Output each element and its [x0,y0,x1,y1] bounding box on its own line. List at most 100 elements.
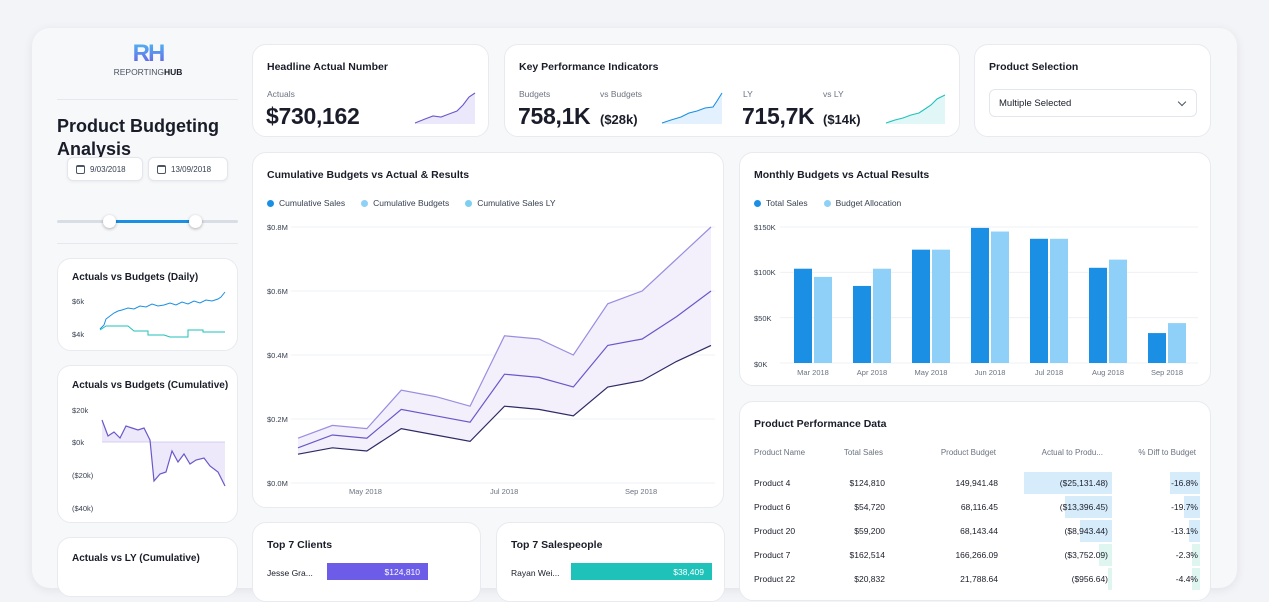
diff-bar [1098,544,1112,566]
mini-card-ly: Actuals vs LY (Cumulative) [57,537,238,597]
total-sales-bar[interactable] [794,268,812,363]
product-budget: 166,266.09 [955,550,998,560]
total-sales-bar[interactable] [912,249,930,363]
monthly-bar-chart: Mar 2018 Apr 2018 May 2018 Jun 2018 Jul 2018… [780,226,1198,377]
x-tick-label: Jul 2018 [1035,368,1063,377]
end-date-button[interactable]: 13/09/2018 [148,157,228,181]
table-header[interactable]: Product Budget [940,448,996,457]
pct-diff: -13.1% [1171,526,1198,536]
x-tick-label: May 2018 [349,487,382,496]
cumulative-chart-legend: Cumulative Sales Cumulative Budgets Cumu… [267,198,556,208]
pct-bar [1192,544,1200,566]
product-selection-dropdown[interactable]: Multiple Selected [989,89,1197,117]
date-range-slider-fill [109,220,195,223]
legend-item: Cumulative Budgets [361,198,449,208]
budget-allocation-bar[interactable] [873,268,891,363]
monthly-chart-card: Monthly Budgets vs Actual Results Total … [739,152,1211,386]
y-tick-label: $0.4M [267,351,288,360]
table-row[interactable]: Product 6 $54,720 68,116.45 ($13,396.45) -19… [740,496,1212,518]
client-bar[interactable]: $124,810 [327,563,428,580]
headline-label: Actuals [267,89,295,99]
product-name: Product 7 [754,550,791,560]
slider-handle-end[interactable] [188,215,202,228]
kpi-card: Key Performance Indicators Budgets 758,1… [504,44,960,137]
headline-value: $730,162 [266,103,360,129]
client-value: $124,810 [384,567,420,577]
y-tick-label: $0.8M [267,223,288,232]
y-tick-label: $0.2M [267,415,288,424]
kpi-ly-value: 715,7K [742,103,815,129]
kpi-vs-budgets-value: ($28k) [600,112,638,127]
y-tick-label: $0.6M [267,287,288,296]
pct-bar [1184,496,1200,518]
pct-diff: -4.4% [1175,574,1198,584]
mini-daily-ylabel: $4k [72,330,85,339]
performance-title: Product Performance Data [754,418,887,430]
budget-allocation-bar[interactable] [991,231,1009,363]
budget-allocation-bar[interactable] [1109,259,1127,363]
cumulative-line-chart [291,226,715,484]
monthly-chart-title: Monthly Budgets vs Actual Results [754,169,930,181]
legend-dot [823,199,831,207]
budget-allocation-bar[interactable] [1168,323,1186,363]
table-row[interactable]: Product 7 $162,514 166,266.09 ($3,752.09) -2… [740,544,1212,566]
table-header[interactable]: Total Sales [843,448,883,457]
actual-diff: ($25,131.48) [1059,478,1108,488]
kpi-vs-ly-value: ($14k) [823,112,861,127]
budget-allocation-bar[interactable] [1050,238,1068,363]
kpi-title: Key Performance Indicators [519,61,659,73]
diff-bar [1108,568,1112,590]
chevron-down-icon [1177,97,1187,107]
top-clients-title: Top 7 Clients [267,539,333,551]
mini-cumulative-ylabel: $0k [72,438,85,447]
product-budget: 68,116.45 [960,502,998,512]
product-budget: 21,788.64 [960,574,998,584]
actual-diff: ($13,396.45) [1059,502,1108,512]
mini-cumulative-ylabel: ($20k) [72,471,94,480]
monthly-chart-legend: Total Sales Budget Allocation [754,198,901,208]
calendar-icon [157,164,166,174]
actual-diff: ($8,943.44) [1064,526,1108,536]
total-sales-bar[interactable] [853,285,871,363]
brand-name-suffix: HUB [163,67,183,77]
pct-bar [1189,520,1200,542]
table-header[interactable]: % Diff to Budget [1138,448,1196,457]
mini-cumulative-title: Actuals vs Budgets (Cumulative) [72,380,229,391]
table-header[interactable]: Product Name [754,448,806,457]
mini-cumulative-ylabel: $20k [72,406,89,415]
kpi-ly-label: LY [743,89,753,99]
x-tick-label: Mar 2018 [797,368,829,377]
kpi-budgets-label: Budgets [519,89,551,99]
total-sales-bar[interactable] [971,227,989,363]
y-tick-label: $0.0M [267,479,288,488]
mini-daily-ylabel: $6k [72,297,85,306]
legend-label: Total Sales [766,198,808,208]
salesperson-bar[interactable]: $38,409 [571,563,712,580]
top-clients-card: Top 7 Clients Jesse Gra... $124,810 [252,522,481,602]
total-sales-bar[interactable] [1089,267,1107,363]
cumulative-sales-line [297,226,712,439]
table-header[interactable]: Actual to Produ... [1041,448,1103,457]
legend-label: Cumulative Sales LY [477,198,556,208]
total-sales-bar[interactable] [1148,333,1166,363]
table-row[interactable]: Product 22 $20,832 21,788.64 ($956.64) -4.4% [740,568,1212,590]
total-sales: $59,200 [854,526,885,536]
headline-sparkline [414,92,476,124]
total-sales-bar[interactable] [1030,238,1048,363]
kpi-budgets-value: 758,1K [518,103,591,129]
brand-name-prefix: REPORTING [113,67,164,77]
sidebar-divider [57,243,238,244]
x-tick-label: May 2018 [915,368,948,377]
budget-allocation-bar[interactable] [814,276,832,363]
salesperson-name: Rayan Wei... [511,568,560,578]
y-tick-label: $150K [754,223,776,232]
slider-handle-start[interactable] [103,215,117,228]
x-tick-label: Apr 2018 [857,368,887,377]
client-name: Jesse Gra... [267,568,313,578]
budget-allocation-bar[interactable] [932,249,950,363]
performance-card: Product Performance Data Product Name To… [739,401,1211,601]
product-budget: 68,143.44 [960,526,998,536]
table-row[interactable]: Product 20 $59,200 68,143.44 ($8,943.44) -13… [740,520,1212,542]
start-date-button[interactable]: 9/03/2018 [67,157,143,181]
table-row[interactable]: Product 4 $124,810 149,941.48 ($25,131.48) -… [740,472,1212,494]
